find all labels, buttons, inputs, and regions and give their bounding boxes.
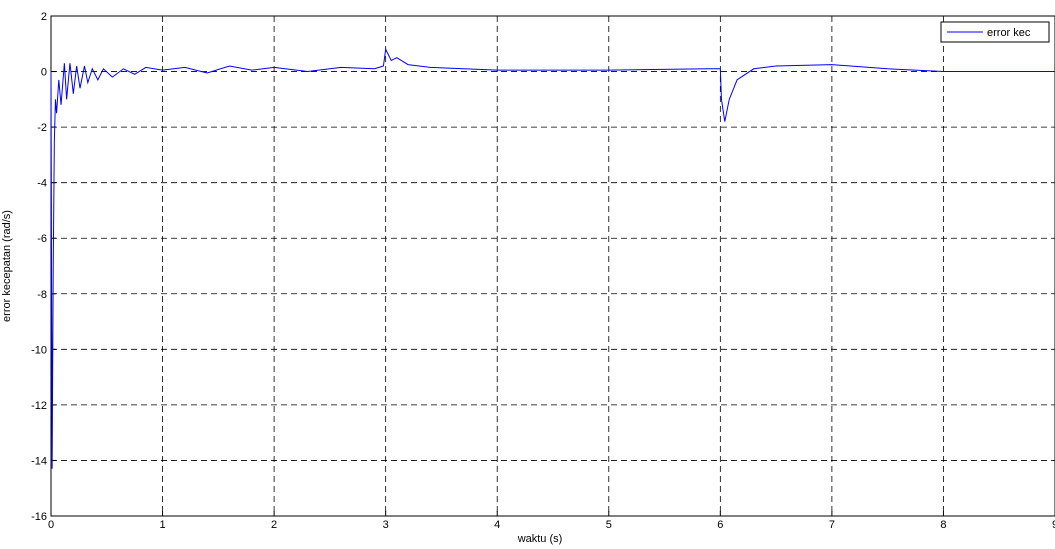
y-tick-label: -4 xyxy=(37,178,47,190)
y-tick-label: -14 xyxy=(31,455,47,467)
x-axis-label: waktu (s) xyxy=(517,533,563,545)
x-tick-label: 1 xyxy=(159,519,165,531)
chart: waktu (s) error kecepatan (rad/s) 0 1 2 3 4 5… xyxy=(0,0,1055,549)
x-tick-label: 6 xyxy=(717,519,723,531)
x-tick-label: 0 xyxy=(48,519,54,531)
y-tick-label: 0 xyxy=(41,67,47,79)
x-tick-label: 2 xyxy=(271,519,277,531)
x-tick-label: 7 xyxy=(829,519,835,531)
x-tick-label: 4 xyxy=(494,519,500,531)
y-tick-label: -16 xyxy=(31,511,47,523)
y-tick-label: -2 xyxy=(37,122,47,134)
x-tick-label: 3 xyxy=(383,519,389,531)
y-axis-label: error kecepatan (rad/s) xyxy=(1,210,13,322)
x-tick-label: 8 xyxy=(940,519,946,531)
y-tick-label: -8 xyxy=(37,289,47,301)
y-tick-label: -6 xyxy=(37,233,47,245)
y-tick-label: -10 xyxy=(31,344,47,356)
legend-label: error kec xyxy=(987,27,1031,39)
x-tick-label: 5 xyxy=(606,519,612,531)
plot-area xyxy=(51,16,1055,516)
y-tick-label: -12 xyxy=(31,400,47,412)
y-tick-label: 2 xyxy=(41,11,47,23)
